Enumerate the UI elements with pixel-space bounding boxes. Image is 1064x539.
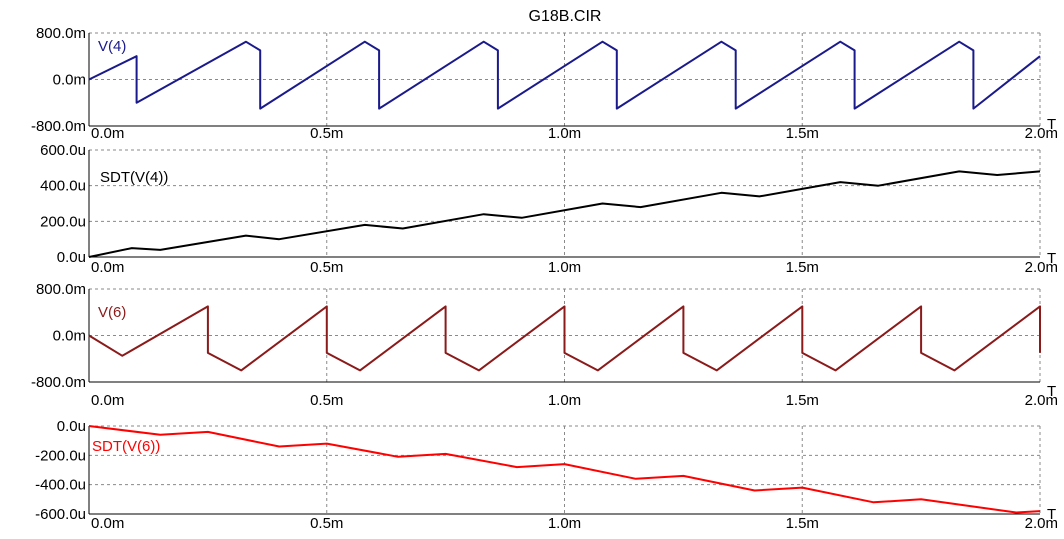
x-tick-label: 1.0m bbox=[548, 392, 581, 409]
series-line bbox=[88, 40, 1041, 110]
y-tick-label: 800.0m bbox=[36, 25, 86, 42]
x-tick-label: 2.0m bbox=[1025, 392, 1058, 409]
x-unit-label: T bbox=[1047, 116, 1056, 133]
y-tick-label: 600.0u bbox=[40, 142, 86, 159]
x-tick-label: 1.0m bbox=[548, 515, 581, 532]
y-tick-label: 400.0u bbox=[40, 178, 86, 195]
x-tick-label: 0.5m bbox=[310, 125, 343, 142]
x-unit-label: T bbox=[1047, 250, 1056, 267]
x-tick-label: 1.5m bbox=[786, 259, 819, 276]
x-tick-label: 0.5m bbox=[310, 259, 343, 276]
series-line bbox=[88, 305, 1041, 372]
x-tick-label: 2.0m bbox=[1025, 259, 1058, 276]
y-tick-label: 0.0u bbox=[57, 249, 86, 266]
y-tick-label: 0.0m bbox=[53, 328, 86, 345]
y-tick-label: 0.0u bbox=[57, 418, 86, 435]
x-unit-label: T bbox=[1047, 383, 1056, 400]
y-tick-label: -400.0u bbox=[35, 477, 86, 494]
x-tick-label: 1.0m bbox=[548, 259, 581, 276]
series-label: V(6) bbox=[98, 304, 126, 321]
y-tick-label: -200.0u bbox=[35, 447, 86, 464]
x-tick-label: 0.0m bbox=[91, 125, 124, 142]
y-tick-label: 0.0m bbox=[53, 72, 86, 89]
series-label: V(4) bbox=[98, 38, 126, 55]
x-tick-label: 2.0m bbox=[1025, 125, 1058, 142]
x-tick-label: 1.0m bbox=[548, 125, 581, 142]
y-tick-label: -600.0u bbox=[35, 506, 86, 523]
x-tick-label: 1.5m bbox=[786, 515, 819, 532]
x-tick-label: 1.5m bbox=[786, 125, 819, 142]
x-tick-label: 1.5m bbox=[786, 392, 819, 409]
series-label: SDT(V(6)) bbox=[92, 438, 160, 455]
series-line bbox=[88, 170, 1041, 258]
x-tick-label: 0.0m bbox=[91, 392, 124, 409]
x-tick-label: 0.5m bbox=[310, 515, 343, 532]
x-unit-label: T bbox=[1047, 506, 1056, 523]
y-tick-label: -800.0m bbox=[31, 118, 86, 135]
series-line bbox=[88, 425, 1041, 514]
plot-title: G18B.CIR bbox=[529, 8, 602, 25]
x-tick-label: 0.0m bbox=[91, 515, 124, 532]
x-tick-label: 0.0m bbox=[91, 259, 124, 276]
series-label: SDT(V(4)) bbox=[100, 169, 168, 186]
x-tick-label: 2.0m bbox=[1025, 515, 1058, 532]
y-tick-label: 200.0u bbox=[40, 213, 86, 230]
y-tick-label: 800.0m bbox=[36, 281, 86, 298]
x-tick-label: 0.5m bbox=[310, 392, 343, 409]
y-tick-label: -800.0m bbox=[31, 374, 86, 391]
